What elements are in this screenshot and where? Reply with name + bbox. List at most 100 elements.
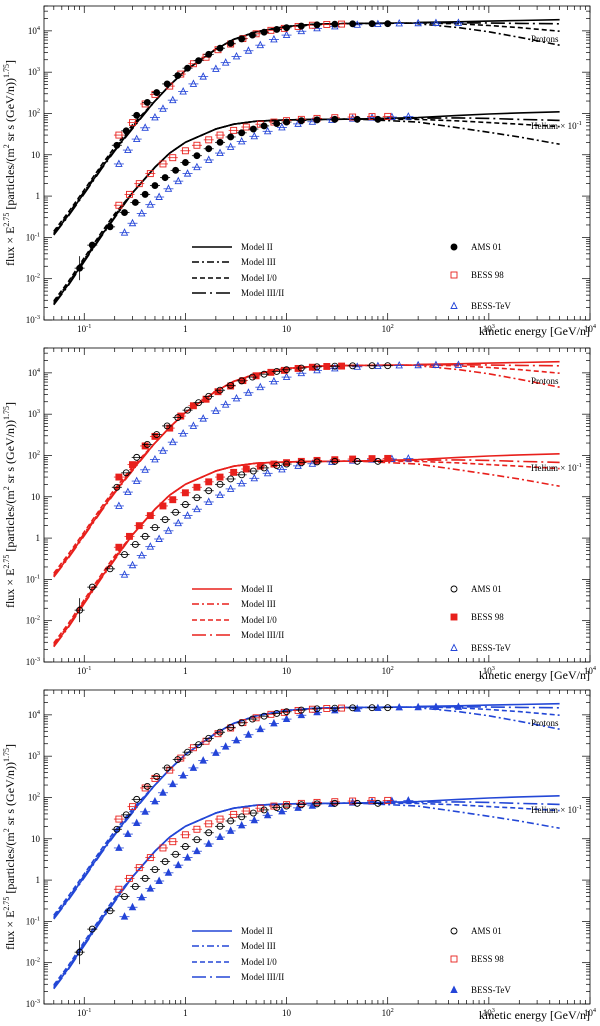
- bess98-helium-point: [242, 123, 250, 131]
- ams-helium-point: [205, 829, 213, 837]
- besstev-helium-point: [120, 570, 129, 578]
- y-tick-label: 103: [28, 750, 40, 761]
- besstev-helium-point: [368, 797, 376, 805]
- besstev-helium-point: [164, 526, 173, 534]
- x-axis-label: kinetic energy [GeV/n]: [479, 668, 590, 682]
- bess98-helium-point: [256, 804, 264, 812]
- bess98-proton-point: [294, 706, 302, 714]
- besstev-helium-point: [183, 853, 192, 861]
- proton-curve-model-iii-ii: [53, 21, 560, 236]
- besstev-proton-point: [115, 501, 123, 509]
- ams-proton-point: [297, 364, 305, 372]
- ams-helium-point: [260, 806, 268, 814]
- besstev-helium-point: [263, 126, 272, 135]
- y-tick-label: 103: [28, 408, 40, 419]
- ams-helium-point: [141, 532, 149, 540]
- bess98-proton-point: [252, 372, 260, 380]
- ams-proton-point: [216, 44, 224, 52]
- ams-proton-point: [331, 704, 339, 712]
- ams-helium-point: [331, 799, 339, 807]
- ams-proton-point: [260, 28, 268, 36]
- bess98-proton-point: [214, 730, 222, 738]
- besstev-proton-point: [189, 79, 198, 87]
- besstev-proton-point: [199, 756, 207, 764]
- besstev-proton-point: [124, 487, 132, 496]
- bess98-helium-point: [126, 874, 133, 882]
- ams-helium-point: [172, 508, 180, 516]
- besstev-proton-point: [395, 18, 403, 27]
- ams-proton-point: [248, 31, 256, 39]
- bess98-helium-point: [126, 532, 133, 540]
- ams-proton-point: [113, 141, 121, 149]
- legend-label-model-i-0: Model I/0: [241, 615, 277, 625]
- besstev-helium-point: [164, 868, 173, 876]
- bess98-helium-point: [256, 462, 264, 470]
- ams-proton-point: [174, 756, 182, 763]
- besstev-helium-point: [404, 454, 413, 462]
- ams-proton-point: [273, 710, 281, 717]
- besstev-helium-point: [250, 473, 259, 482]
- legend-marker-bess-98: [450, 613, 458, 621]
- legend-label-model-iii: Model III: [241, 941, 276, 951]
- y-tick-label: 10-3: [26, 998, 40, 1009]
- besstev-proton-point: [414, 702, 422, 711]
- ams-helium-point: [216, 822, 224, 830]
- y-tick-label: 10-1: [26, 573, 40, 584]
- ams-helium-point: [106, 223, 114, 231]
- ams-proton-point: [122, 127, 130, 135]
- ams-proton-point: [133, 111, 141, 119]
- x-tick-label: 10-1: [77, 1007, 91, 1018]
- besstev-proton-point: [151, 796, 159, 805]
- bess98-proton-point: [129, 119, 136, 127]
- ams-helium-point: [297, 801, 305, 809]
- ams-helium-point: [353, 457, 361, 465]
- legend-label-model-iii-ii: Model III/II: [241, 630, 284, 640]
- y-tick-label: 104: [28, 709, 41, 720]
- besstev-proton-point: [212, 748, 220, 756]
- ams-proton-point: [143, 782, 151, 790]
- bess98-helium-point: [216, 815, 224, 823]
- y-tick-label: 10-2: [26, 273, 40, 284]
- besstev-helium-point: [263, 468, 272, 477]
- ams-proton-point: [122, 469, 130, 477]
- bess98-proton-point: [252, 714, 260, 722]
- besstev-helium-point: [368, 113, 376, 121]
- y-tick-label: 10-1: [26, 231, 40, 242]
- plot-frame: [43, 689, 591, 1005]
- ams-proton-point: [153, 431, 161, 439]
- model-legend: Model II Model III Model I/0 Model III/II: [192, 242, 284, 298]
- ams-helium-point: [313, 800, 321, 808]
- ams-helium-point: [216, 480, 224, 488]
- besstev-proton-point: [169, 95, 177, 104]
- y-tick-label: 10: [31, 150, 41, 160]
- ams-helium-point: [273, 120, 281, 128]
- ams-proton-point: [248, 715, 256, 723]
- x-axis-label: kinetic energy [GeV/n]: [479, 324, 590, 338]
- ams-helium-point: [238, 813, 246, 821]
- besstev-helium-point: [120, 912, 129, 920]
- ams-proton-point: [349, 704, 357, 712]
- bess98-proton-point: [323, 705, 331, 712]
- bess98-proton-point: [129, 803, 136, 811]
- ams-helium-point: [106, 565, 114, 573]
- besstev-helium-point: [164, 184, 173, 192]
- besstev-proton-point: [159, 788, 167, 796]
- ams-proton-point: [153, 89, 161, 97]
- besstev-proton-point: [297, 368, 306, 377]
- ams-helium-point: [297, 459, 305, 467]
- chart-panel-3: 10-1 1 10 102 103 104 10-3 10-2 10-1 1 10 102 103 104…: [2, 689, 597, 1022]
- y-tick-label: 102: [28, 791, 40, 802]
- bess98-helium-point: [193, 141, 201, 149]
- x-tick-label: 1: [183, 1008, 188, 1018]
- y-tick-label: 10-1: [26, 915, 40, 926]
- ams-proton-point: [313, 21, 321, 29]
- bess98-helium-point: [169, 154, 177, 162]
- ams-helium-point: [121, 209, 128, 216]
- ams-proton-point: [260, 712, 268, 720]
- proton-curve-model-iii: [53, 364, 560, 576]
- ams-helium-point: [331, 115, 339, 123]
- y-tick-label: 10: [31, 492, 41, 502]
- x-axis-label: kinetic energy [GeV/n]: [479, 1008, 590, 1022]
- ams-helium-point: [249, 467, 257, 475]
- ams-helium-point: [151, 524, 159, 531]
